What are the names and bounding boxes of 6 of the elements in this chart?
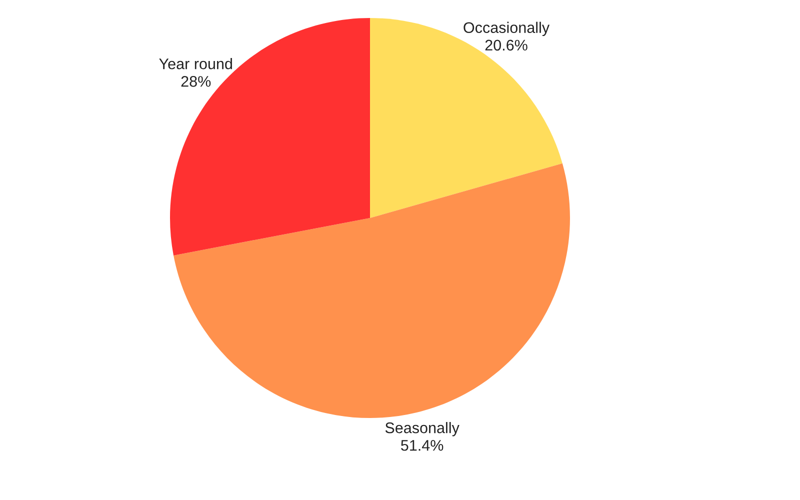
slice-label: Seasonally (385, 422, 460, 436)
data-label: 51.4% (401, 440, 444, 451)
slice-label: Year round (159, 58, 232, 70)
slice-label: Occasionally (464, 22, 550, 36)
data-label: 20.6% (485, 40, 528, 51)
data-label: 28% (181, 76, 211, 87)
